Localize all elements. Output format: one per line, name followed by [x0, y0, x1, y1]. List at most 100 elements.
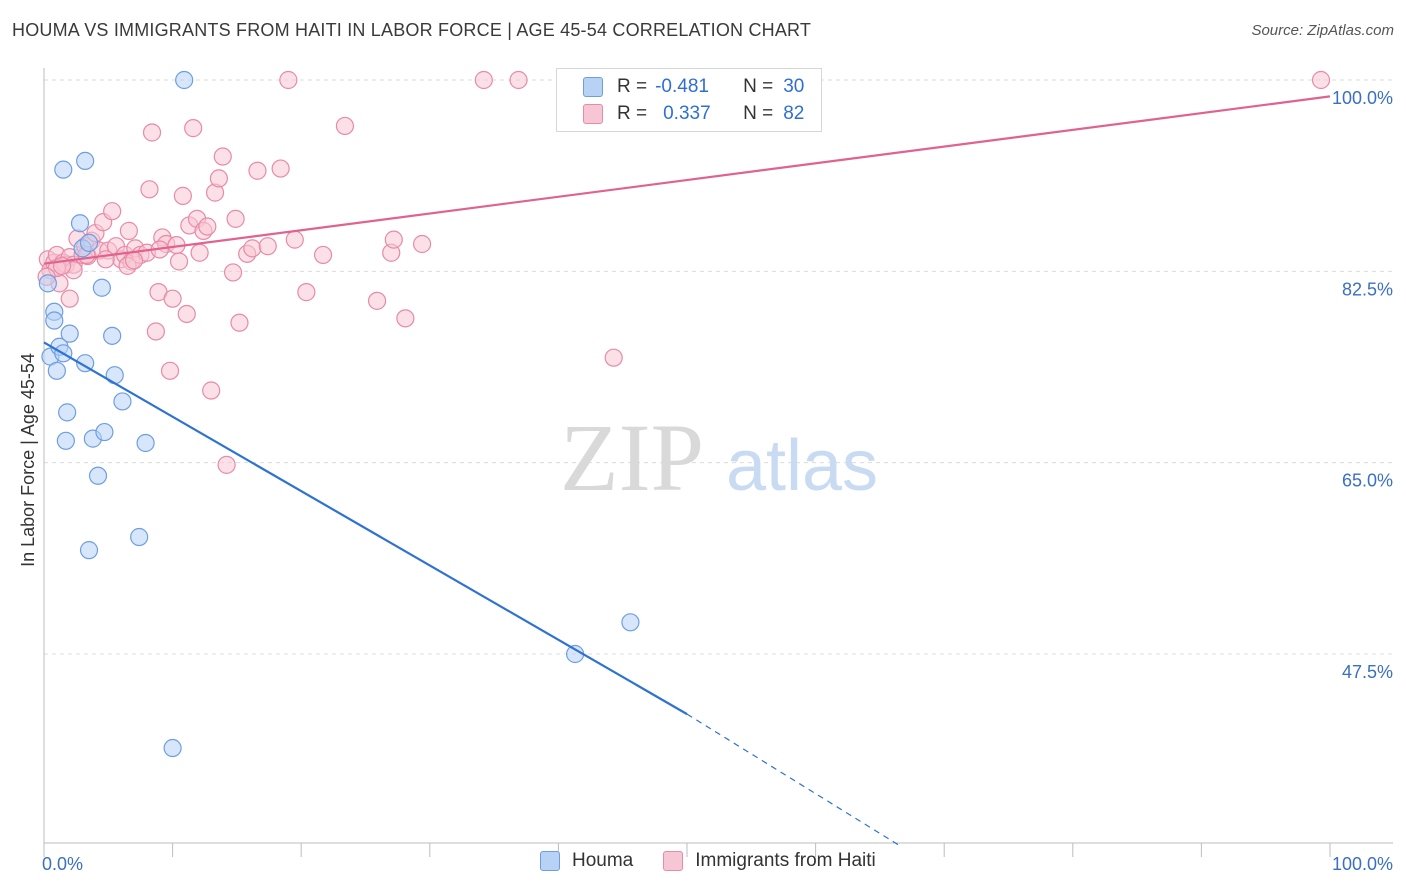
- houma-trendline: [43, 341, 688, 716]
- data-point: [70, 214, 90, 233]
- data-point: [38, 274, 57, 293]
- data-point: [202, 381, 221, 400]
- data-point: [60, 324, 79, 343]
- data-point: [56, 431, 75, 450]
- data-point: [45, 311, 64, 330]
- y-tick-label: 100.0%: [1332, 88, 1393, 108]
- legend-row-houma: R = -0.481 N = 30: [583, 75, 804, 99]
- data-point: [474, 70, 493, 90]
- data-point: [124, 251, 144, 270]
- data-point: [54, 160, 73, 179]
- data-point: [412, 234, 432, 254]
- data-point: [230, 313, 249, 332]
- series-legend: Houma Immigrants from Haiti: [540, 850, 906, 872]
- data-point: [79, 541, 99, 560]
- data-point: [88, 466, 108, 485]
- y-tick-label: 65.0%: [1342, 471, 1393, 491]
- x-tick-label: 100.0%: [1332, 854, 1393, 874]
- y-tick-label: 82.5%: [1342, 279, 1393, 299]
- grid-lines: [44, 79, 1393, 655]
- data-point: [384, 230, 403, 249]
- x-tick-label: 0.0%: [42, 854, 83, 874]
- data-point: [119, 221, 138, 240]
- data-point: [226, 209, 245, 228]
- r-label: R =: [617, 103, 648, 124]
- data-point: [313, 245, 333, 265]
- data-point: [58, 403, 77, 422]
- data-point: [140, 180, 159, 199]
- data-point: [184, 119, 203, 138]
- data-point: [198, 217, 217, 236]
- data-point: [217, 455, 236, 474]
- haiti-legend-swatch: [663, 851, 684, 871]
- y-axis-label: In Labor Force | Age 45-54: [18, 353, 38, 567]
- series-houma-points: [38, 70, 640, 758]
- data-point: [105, 366, 124, 385]
- data-point: [173, 186, 192, 205]
- data-point: [130, 527, 149, 547]
- correlation-legend: R = -0.481 N = 30 R = 0.337 N = 82: [556, 68, 822, 132]
- data-point: [163, 289, 182, 308]
- data-point: [297, 283, 316, 302]
- watermark-atlas: atlas: [726, 426, 878, 506]
- trendlines: [43, 95, 1331, 846]
- data-point: [160, 361, 180, 380]
- data-point: [258, 237, 277, 256]
- axes: [43, 68, 1393, 857]
- legend-row-haiti: R = 0.337 N = 82: [583, 102, 804, 126]
- data-point: [621, 613, 640, 632]
- haiti-swatch: [583, 104, 603, 124]
- data-point: [47, 361, 66, 380]
- data-point: [103, 202, 122, 221]
- legend-item-houma: Houma: [540, 850, 633, 872]
- data-point: [279, 70, 298, 90]
- haiti-legend-label: Immigrants from Haiti: [695, 850, 876, 871]
- data-point: [142, 123, 162, 142]
- haiti-n-value: 82: [783, 103, 805, 124]
- houma-n-value: 30: [783, 76, 805, 97]
- data-point: [103, 326, 122, 345]
- data-point: [96, 250, 115, 269]
- chart-title: HOUMA VS IMMIGRANTS FROM HAITI IN LABOR …: [12, 20, 812, 40]
- haiti-trendline: [43, 95, 1331, 265]
- data-point: [79, 233, 99, 253]
- data-point: [163, 738, 182, 758]
- watermark-zip: ZIP: [560, 404, 704, 511]
- data-point: [92, 278, 111, 297]
- axis-labels: 100.0% 82.5% 65.0% 47.5% 0.0% 100.0% In Labor …: [18, 88, 1393, 874]
- data-point: [60, 289, 79, 308]
- y-tick-label: 47.5%: [1342, 662, 1393, 682]
- data-point: [146, 322, 165, 341]
- data-point: [177, 304, 196, 324]
- haiti-r-value: 0.337: [663, 103, 711, 124]
- houma-legend-label: Houma: [572, 850, 634, 871]
- data-point: [509, 70, 528, 90]
- data-point: [335, 116, 355, 136]
- houma-swatch: [583, 77, 603, 97]
- n-label: N =: [743, 76, 774, 97]
- data-point: [213, 147, 232, 166]
- houma-r-value: -0.481: [655, 76, 709, 97]
- data-point: [169, 252, 189, 271]
- data-point: [190, 243, 209, 262]
- data-point: [223, 263, 243, 282]
- data-point: [396, 309, 415, 328]
- data-point: [285, 230, 304, 249]
- data-point: [76, 151, 95, 171]
- data-point: [243, 239, 262, 258]
- data-point: [113, 392, 132, 411]
- data-point: [136, 433, 155, 453]
- data-point: [604, 348, 623, 367]
- data-point: [209, 169, 228, 188]
- data-point: [175, 70, 194, 90]
- watermark: ZIP atlas: [560, 404, 878, 511]
- r-label: R =: [617, 76, 648, 97]
- legend-item-haiti: Immigrants from Haiti: [663, 850, 876, 872]
- data-point: [271, 159, 290, 178]
- data-point: [367, 291, 387, 310]
- data-point: [95, 422, 114, 442]
- n-label: N =: [743, 103, 774, 124]
- houma-trendline-extension: [686, 713, 900, 846]
- houma-legend-swatch: [540, 851, 560, 871]
